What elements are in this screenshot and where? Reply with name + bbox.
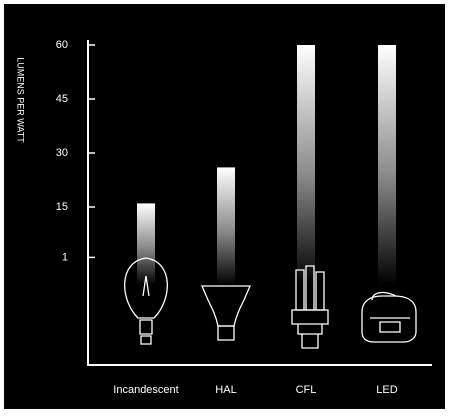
x-tick-label: LED xyxy=(376,384,397,396)
bar xyxy=(378,45,396,285)
bar xyxy=(217,167,235,285)
y-tick-label: 1 xyxy=(62,251,68,263)
x-tick-label: Incandescent xyxy=(113,384,178,396)
y-tick-label: 30 xyxy=(56,147,68,159)
x-tick-label: HAL xyxy=(215,384,236,396)
chart: LUMENS PER WATT 1 15 30 45 60 Incandescent HAL… xyxy=(0,0,449,413)
y-tick-label: 45 xyxy=(56,93,68,105)
y-tick-label: 15 xyxy=(56,201,68,213)
bar xyxy=(297,45,315,285)
x-tick-label: CFL xyxy=(296,384,317,396)
bar xyxy=(137,203,155,285)
y-tick-label: 60 xyxy=(56,39,68,51)
y-axis-title: LUMENS PER WATT xyxy=(16,57,26,143)
